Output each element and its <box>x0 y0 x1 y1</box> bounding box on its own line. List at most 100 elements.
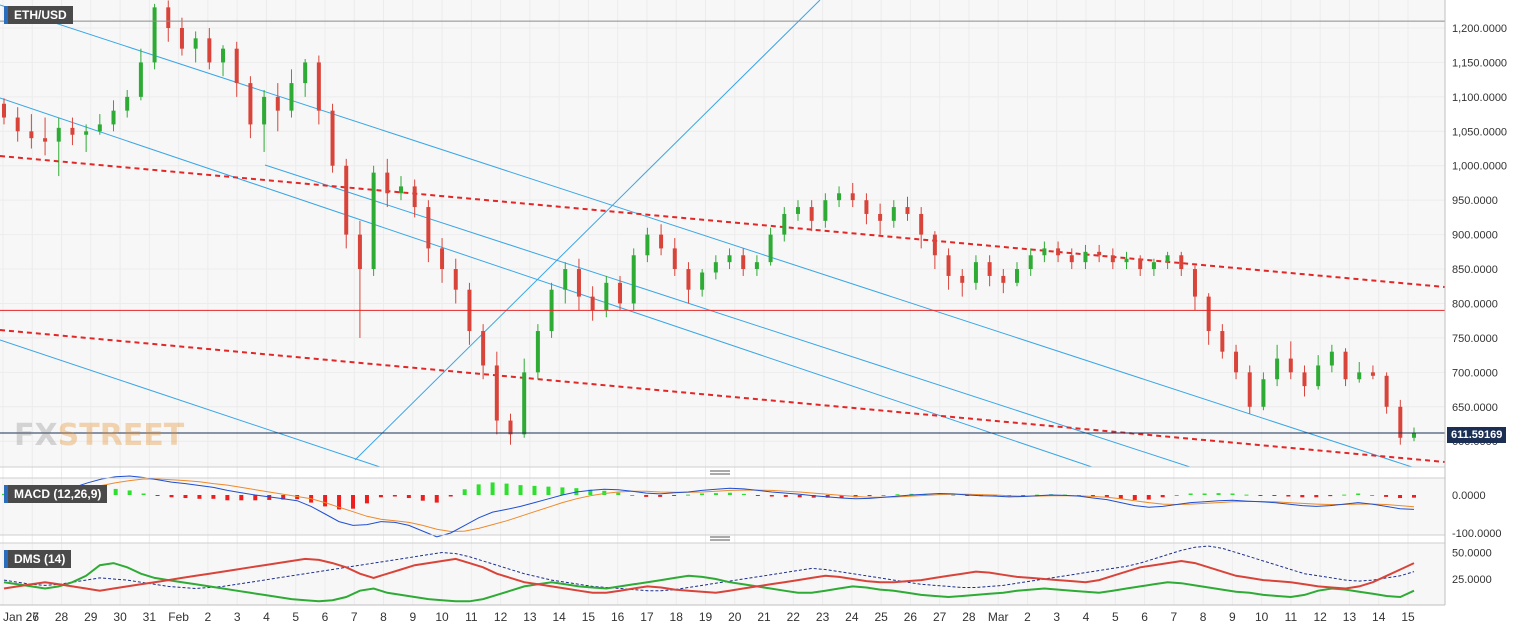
candle-body <box>43 138 48 142</box>
trendline <box>0 97 1093 468</box>
macd-histogram-bar <box>1342 494 1347 496</box>
x-tick-label: 28 <box>962 610 976 624</box>
candle-body <box>357 234 362 270</box>
macd-histogram-bar <box>281 495 286 500</box>
fxstreet-watermark: FXSTREET <box>14 418 185 453</box>
macd-histogram-bar <box>672 495 677 496</box>
y-tick-label: 850.0000 <box>1452 264 1498 276</box>
candle-body <box>782 213 787 235</box>
macd-histogram-bar <box>420 495 425 501</box>
x-tick-label: 29 <box>84 610 98 624</box>
x-tick-label: 13 <box>1343 610 1357 624</box>
macd-histogram-bar <box>1104 495 1109 498</box>
candle-body <box>221 48 226 63</box>
candle-body <box>494 365 499 421</box>
macd-histogram-bar <box>1188 493 1193 495</box>
candle-body <box>1179 255 1184 270</box>
x-tick-label: 9 <box>1229 610 1236 624</box>
candle-body <box>576 269 581 297</box>
candle-body <box>1247 372 1252 407</box>
macd-histogram-bar <box>1370 495 1375 496</box>
macd-histogram-bar <box>644 495 649 497</box>
x-tick-label: 27 <box>933 610 947 624</box>
macd-histogram-bar <box>630 495 635 496</box>
macd-histogram-bar <box>253 495 258 501</box>
candle-body <box>987 262 992 276</box>
candle-body <box>1398 406 1403 438</box>
candle-body <box>1110 255 1115 263</box>
macd-histogram-bar <box>1090 495 1095 497</box>
dms-minus-line <box>3 557 1415 594</box>
candle-body <box>960 275 965 283</box>
y-tick-label: 1,200.0000 <box>1452 23 1507 35</box>
macd-histogram-bar <box>1146 495 1151 500</box>
x-tick-label: 6 <box>1141 610 1148 624</box>
macd-histogram-bar <box>197 495 202 499</box>
macd-y-tick-label: -100.0000 <box>1452 528 1502 540</box>
x-tick-label: 22 <box>787 610 801 624</box>
macd-histogram-bar <box>504 483 509 495</box>
resize-handle[interactable] <box>705 535 735 543</box>
candle-body <box>2 103 6 118</box>
candle-body <box>453 269 458 290</box>
x-tick-label: 3 <box>1053 610 1060 624</box>
resize-handle[interactable] <box>705 468 735 477</box>
dms-label: DMS (14) <box>4 550 72 568</box>
candle-body <box>1316 365 1321 387</box>
main-panel-bg <box>0 0 1445 467</box>
trend-lines <box>0 0 1446 468</box>
candle-body <box>289 83 294 111</box>
candle-body <box>70 127 75 135</box>
candle-body <box>1343 351 1348 380</box>
candle-body <box>1151 262 1156 270</box>
x-tick-label: 19 <box>699 610 713 624</box>
candle-body <box>508 420 513 435</box>
candle-body <box>1302 372 1307 387</box>
macd-histogram-bar <box>267 495 272 500</box>
y-tick-label: 650.0000 <box>1452 402 1498 414</box>
candle-body <box>193 38 198 49</box>
candle-body <box>248 83 253 125</box>
macd-histogram-bar <box>448 495 453 497</box>
candle-body <box>275 96 280 111</box>
macd-histogram-bar <box>225 495 230 501</box>
macd-histogram-bar <box>741 493 746 495</box>
x-tick-label: 28 <box>55 610 69 624</box>
candle-body <box>700 272 705 290</box>
macd-histogram-bar <box>1132 495 1137 500</box>
macd-histogram-bar <box>755 495 760 496</box>
candle-body <box>946 255 951 276</box>
trendline <box>264 164 1191 468</box>
macd-histogram-bar <box>1230 493 1235 495</box>
x-tick-label: 8 <box>380 610 387 624</box>
candle-body <box>1069 255 1074 263</box>
y-tick-label: 900.0000 <box>1452 230 1498 242</box>
macd-histogram-bar <box>378 495 383 498</box>
candle-body <box>371 172 376 270</box>
candle-body <box>754 262 759 270</box>
x-tick-label: 2 <box>205 610 212 624</box>
x-tick-label: Mar <box>988 610 1009 624</box>
macd-histogram-bar <box>1356 493 1361 495</box>
y-tick-label: 1,150.0000 <box>1452 57 1507 69</box>
macd-histogram-bar <box>406 495 411 499</box>
macd-histogram-bar <box>1174 495 1179 496</box>
candle-body <box>84 131 89 135</box>
x-tick-label: 8 <box>1200 610 1207 624</box>
x-tick-label: 26 <box>904 610 918 624</box>
x-tick-label: 14 <box>552 610 566 624</box>
macd-histogram-bar <box>434 495 439 503</box>
candle-body <box>152 7 157 63</box>
x-tick-label: 14 <box>1372 610 1386 624</box>
candle-body <box>56 127 61 142</box>
macd-histogram-bar <box>155 495 160 496</box>
candle-body <box>1138 258 1143 270</box>
macd-histogram-bar <box>1272 495 1277 496</box>
candle-body <box>29 131 34 139</box>
macd-histogram-bar <box>518 485 523 495</box>
macd-histogram-bar <box>769 495 774 497</box>
macd-histogram-bar <box>1314 495 1319 498</box>
dms-y-tick-label: 50.0000 <box>1452 548 1492 560</box>
